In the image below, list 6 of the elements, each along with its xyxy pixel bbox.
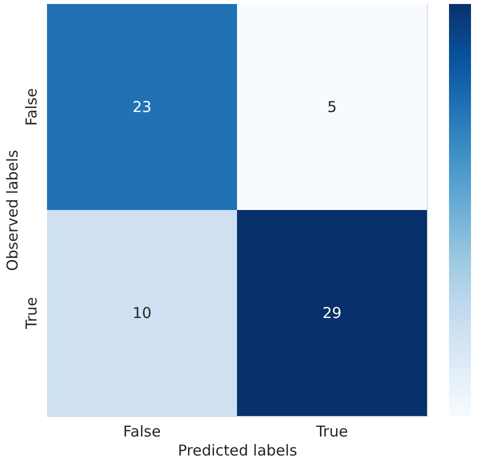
x-axis-title: Predicted labels — [178, 442, 298, 460]
data-label: 5 — [327, 98, 337, 116]
data-label: 29 — [322, 304, 342, 322]
data-label: 10 — [132, 304, 152, 322]
y-axis-title: Observed labels — [4, 150, 22, 272]
data-label: 23 — [132, 98, 152, 116]
